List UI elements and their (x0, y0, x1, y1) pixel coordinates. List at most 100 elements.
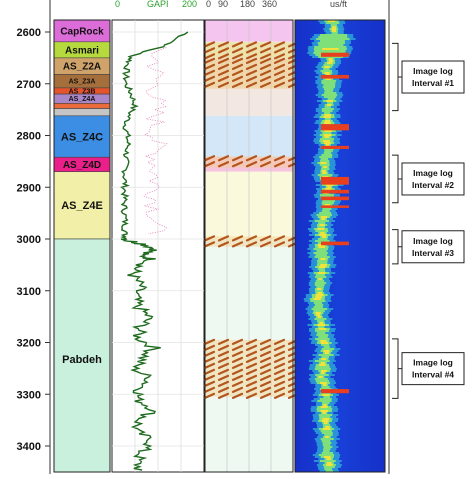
fracture-sinusoid (259, 350, 272, 358)
fracture-sinusoid (245, 392, 258, 400)
image-log-trace (323, 448, 331, 450)
fracture-sinusoid (273, 386, 286, 394)
formation-label: AS_Z4D (63, 160, 101, 171)
fracture-sinusoid (203, 356, 216, 364)
image-log-trace (316, 38, 350, 40)
image-log-high (321, 358, 327, 360)
fracture-sinusoid (203, 155, 216, 162)
image-log-trace (320, 430, 332, 432)
image-log-high (324, 120, 331, 122)
fracture-sinusoid (259, 235, 272, 242)
image-log-trace (318, 454, 335, 456)
fracture-sinusoid (259, 392, 272, 400)
image-log-high (323, 166, 327, 168)
image-log-trace (324, 118, 331, 120)
fracture-sinusoid (217, 368, 230, 376)
image-log-trace (322, 208, 332, 210)
image-log-high (321, 372, 325, 374)
image-log-high (320, 342, 329, 344)
image-log-high (317, 288, 322, 290)
interval-label-line: Image log (413, 66, 453, 76)
fracture-sinusoid (259, 161, 272, 168)
fracture-sinusoid (231, 75, 244, 83)
fracture-sinusoid (273, 241, 286, 248)
fracture-sinusoid (231, 356, 244, 364)
image-log-high (326, 464, 333, 466)
image-log-high (317, 292, 322, 294)
image-log-hotspot (321, 205, 349, 208)
fracture-sinusoid (259, 344, 272, 352)
image-log-high (317, 324, 326, 326)
fracture-sinusoid (259, 81, 272, 89)
fracture-sinusoid (203, 235, 216, 242)
image-log-high (315, 294, 324, 296)
fracture-sinusoid (231, 235, 244, 242)
fracture-sinusoid (245, 235, 258, 242)
fracture-sinusoid (203, 350, 216, 358)
image-log-trace (314, 220, 330, 222)
image-log-trace (322, 200, 336, 202)
fracture-sinusoid (273, 47, 286, 54)
image-log-high (316, 314, 321, 316)
fracture-sinusoid (217, 362, 230, 370)
fracture-sinusoid (231, 374, 244, 382)
fracture-sinusoid (203, 81, 216, 89)
image-log-high (324, 72, 330, 74)
fracture-sinusoid (245, 344, 258, 352)
depth-tick-label: 2700 (17, 79, 41, 91)
image-log-trace (321, 80, 337, 82)
image-log-high (320, 264, 327, 266)
image-log-high (320, 162, 327, 164)
image-log-high (326, 104, 332, 106)
image-log-high (327, 186, 331, 188)
fracture-sinusoid (217, 386, 230, 394)
image-log-trace (321, 452, 334, 454)
fracture-sinusoid (259, 368, 272, 376)
image-log-trace (323, 84, 336, 86)
image-log-high (331, 28, 337, 30)
image-log-trace (323, 112, 331, 114)
image-log-trace (319, 212, 332, 214)
fracture-sinusoid (273, 63, 286, 71)
fracture-sinusoid (231, 63, 244, 71)
fracture-sinusoid (259, 338, 272, 346)
fracture-sinusoid (231, 386, 244, 394)
image-log-high (323, 404, 327, 406)
fracture-track-border (204, 19, 294, 473)
image-log-trace (321, 210, 330, 212)
image-log-trace (322, 444, 331, 446)
image-log-high (318, 376, 323, 378)
image-log-trace (315, 254, 327, 256)
image-log-trace (315, 274, 325, 276)
image-log-high (320, 216, 328, 218)
fracture-sinusoid (245, 356, 258, 364)
image-log-trace (315, 380, 330, 382)
image-log-trace (321, 344, 330, 346)
interval-label-line: Interval #3 (412, 248, 454, 258)
fracture-sinusoid (273, 53, 286, 60)
fracture-sinusoid (245, 57, 258, 65)
image-log-trace (319, 160, 330, 162)
image-log-trace (314, 378, 328, 380)
interval-label-box (401, 162, 465, 196)
fracture-sinusoid (203, 41, 216, 48)
formation-zone (53, 103, 111, 109)
fracture-sinusoid (259, 155, 272, 162)
image-log-trace (318, 44, 344, 46)
image-log-trace (317, 268, 325, 270)
fracture-sinusoid (203, 374, 216, 382)
image-log-trace (318, 354, 334, 356)
image-log-high (332, 26, 336, 28)
image-log-trace (317, 262, 328, 264)
image-log-high (325, 188, 332, 190)
image-log-high (322, 48, 339, 50)
image-log-high (323, 350, 330, 352)
azimuth-scale-360: 360 (262, 0, 277, 9)
fracture-sinusoid (203, 338, 216, 346)
image-log-trace (321, 108, 334, 110)
interval-label-line: Image log (413, 168, 453, 178)
image-log-trace (317, 260, 328, 262)
image-log-high (320, 362, 325, 364)
image-log-trace (324, 468, 333, 470)
image-log-trace (313, 248, 328, 250)
